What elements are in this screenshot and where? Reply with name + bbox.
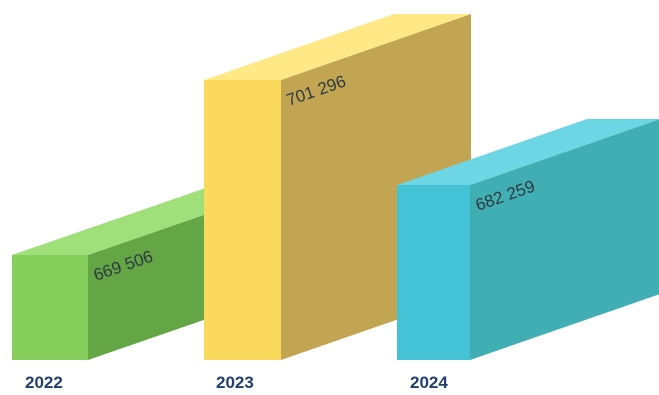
bar-2023: 701 296: [204, 14, 471, 360]
year-label-2022: 2022: [25, 373, 63, 392]
year-label-2024: 2024: [410, 373, 448, 392]
bar-2022-front: [12, 255, 88, 360]
bar-2023-front: [204, 80, 281, 360]
bar-2023-top: [204, 14, 471, 80]
bar-2024: 682 259: [397, 119, 659, 360]
year-labels-group: 2022 2023 2024: [25, 373, 448, 392]
bar-2024-side: [470, 119, 659, 360]
bar-2024-front: [397, 185, 470, 360]
bar-2024-top: [397, 119, 659, 185]
year-label-2023: 2023: [216, 373, 254, 392]
